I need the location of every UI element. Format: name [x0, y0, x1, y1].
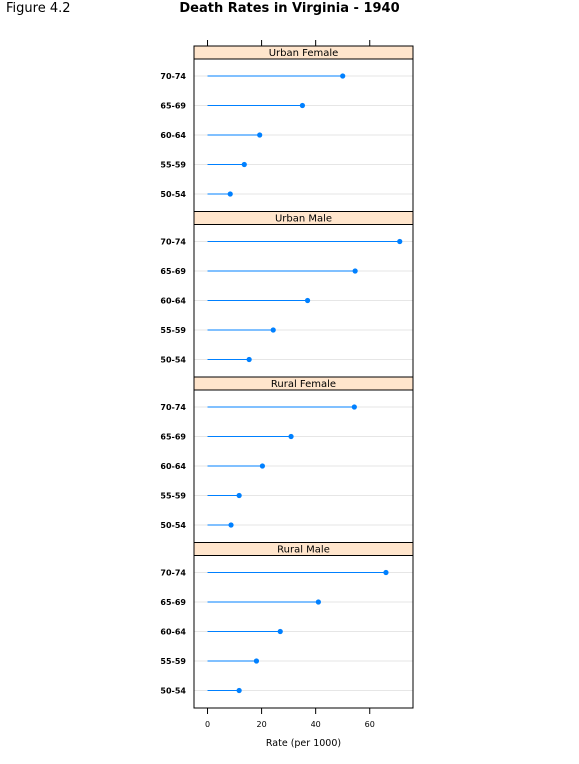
panel-strip-label: Rural Female: [271, 379, 336, 390]
panel-background: [194, 377, 413, 543]
panels-group: Urban Female70-7465-6960-6455-5950-54Urb…: [160, 46, 413, 708]
data-point: [353, 268, 358, 273]
data-point: [305, 298, 310, 303]
category-label: 50-54: [160, 356, 186, 365]
category-label: 65-69: [160, 267, 186, 276]
data-point: [237, 688, 242, 693]
data-point: [237, 493, 242, 498]
data-point: [278, 629, 283, 634]
data-point: [228, 191, 233, 196]
data-point: [257, 132, 262, 137]
data-point: [271, 327, 276, 332]
category-label: 55-59: [160, 492, 186, 501]
category-label: 70-74: [160, 403, 186, 412]
panel: Rural Female 70-74 65-69 60-64 55-59 50-54: [160, 377, 413, 543]
category-label: 50-54: [160, 190, 186, 199]
category-label: 70-74: [160, 72, 186, 81]
category-label: 60-64: [160, 297, 186, 306]
x-axis-title: Rate (per 1000): [266, 738, 341, 749]
category-label: 55-59: [160, 326, 186, 335]
category-label: 65-69: [160, 433, 186, 442]
category-label: 55-59: [160, 657, 186, 666]
category-label: 50-54: [160, 687, 186, 696]
panel: Urban Male 70-74 65-69 60-64 55-59 50-54: [160, 212, 413, 378]
panel-strip-label: Rural Male: [277, 545, 330, 556]
data-point: [247, 357, 252, 362]
panel-strip-label: Urban Female: [269, 48, 339, 59]
data-point: [242, 162, 247, 167]
data-point: [352, 404, 357, 409]
panel: Rural Male 70-74 65-69 60-64 55-59 50-54: [160, 543, 413, 709]
category-label: 70-74: [160, 569, 186, 578]
panel-background: [194, 543, 413, 709]
category-label: 55-59: [160, 161, 186, 170]
data-point: [316, 599, 321, 604]
panel-background: [194, 46, 413, 212]
category-label: 60-64: [160, 462, 186, 471]
data-point: [383, 570, 388, 575]
data-point: [260, 463, 265, 468]
panel-background: [194, 212, 413, 378]
panel: Urban Female 70-74 65-69 60-64 55-59 50-54: [160, 46, 413, 212]
x-tick-label: 0: [205, 720, 210, 729]
category-label: 70-74: [160, 238, 186, 247]
x-tick-label: 40: [311, 720, 321, 729]
category-label: 60-64: [160, 131, 186, 140]
data-point: [340, 73, 345, 78]
data-point: [300, 103, 305, 108]
category-label: 65-69: [160, 598, 186, 607]
data-point: [288, 434, 293, 439]
category-label: 50-54: [160, 521, 186, 530]
x-tick-label: 20: [256, 720, 266, 729]
data-point: [397, 239, 402, 244]
x-tick-label: 60: [365, 720, 375, 729]
category-label: 65-69: [160, 102, 186, 111]
panel-strip-label: Urban Male: [275, 214, 332, 225]
data-point: [254, 658, 259, 663]
data-point: [228, 522, 233, 527]
category-label: 60-64: [160, 628, 186, 637]
